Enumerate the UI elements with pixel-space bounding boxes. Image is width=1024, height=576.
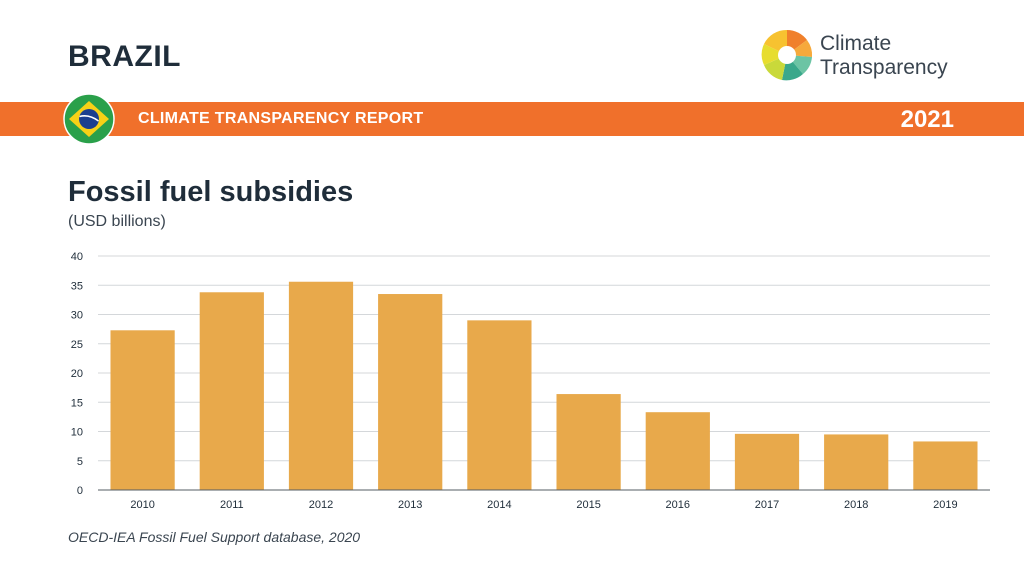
bar [467, 320, 532, 490]
source-note: OECD-IEA Fossil Fuel Support database, 2… [68, 529, 361, 545]
y-tick-label: 20 [71, 368, 83, 380]
bar [913, 441, 978, 490]
y-tick-label: 15 [71, 397, 83, 409]
y-tick-label: 30 [71, 310, 83, 322]
report-label: CLIMATE TRANSPARENCY REPORT [138, 110, 424, 127]
x-tick-label: 2014 [487, 499, 511, 511]
brazil-flag-icon [63, 93, 115, 145]
bar [110, 330, 175, 490]
y-tick-label: 0 [77, 485, 83, 497]
report-banner [0, 102, 1024, 136]
bar [645, 412, 710, 490]
y-tick-label: 40 [71, 251, 83, 263]
subsidies-bar-chart: 0 5 10 15 20 25 30 35 40 2010 2011 2012 2013 2014 2015… [71, 251, 990, 511]
bar [378, 294, 443, 490]
y-tick-label: 10 [71, 427, 83, 439]
x-tick-label: 2017 [755, 499, 779, 511]
y-tick-label: 25 [71, 339, 83, 351]
country-title: BRAZIL [68, 40, 181, 73]
chart-unit-label: (USD billions) [68, 213, 166, 230]
x-tick-label: 2016 [666, 499, 690, 511]
chart-title: Fossil fuel subsidies [68, 176, 354, 208]
x-tick-label: 2018 [844, 499, 868, 511]
bar [734, 433, 800, 490]
y-tick-label: 35 [71, 280, 83, 292]
x-tick-label: 2012 [309, 499, 333, 511]
x-tick-label: 2015 [576, 499, 600, 511]
x-tick-label: 2013 [398, 499, 422, 511]
bar [288, 281, 354, 490]
report-year: 2021 [900, 106, 954, 133]
x-tick-label: 2010 [130, 499, 154, 511]
bar [199, 292, 264, 490]
logo-wheel-icon [761, 29, 813, 81]
x-tick-label: 2011 [220, 499, 244, 511]
x-tick-label: 2019 [933, 499, 957, 511]
climate-transparency-logo: Climate Transparency [758, 26, 978, 84]
logo-text-line1: Climate [820, 32, 892, 55]
bar [824, 434, 889, 490]
y-tick-label: 5 [77, 456, 83, 468]
logo-text-line2: Transparency [820, 56, 948, 79]
bar [556, 394, 621, 490]
